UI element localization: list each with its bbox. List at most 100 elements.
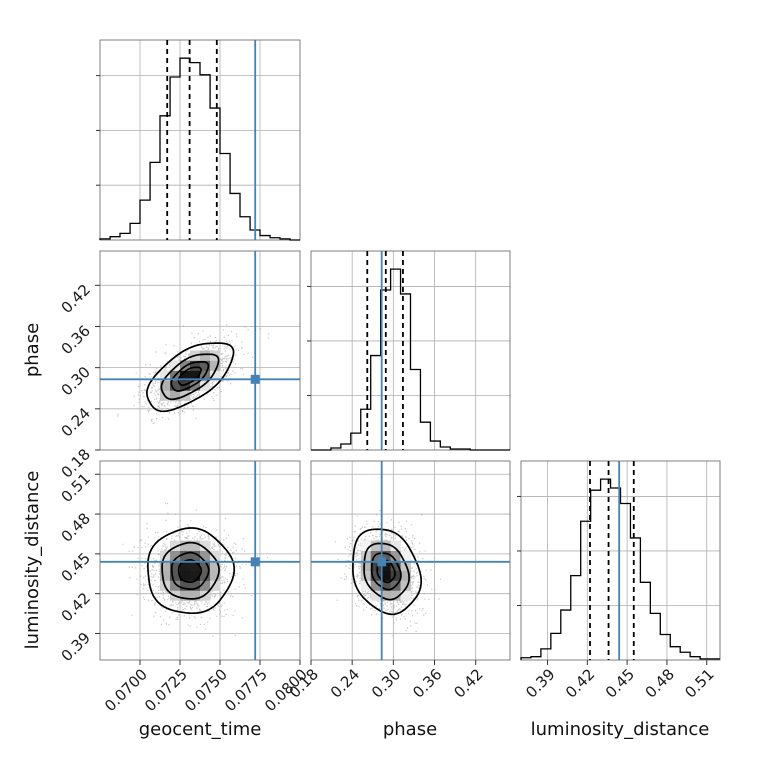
density-cell [380,580,391,591]
joint-panel-frame [99,250,301,451]
density-cell [390,550,401,561]
density-cell [210,370,221,381]
density-cell [180,570,191,581]
density-cell [190,580,201,591]
density-cell [400,550,411,561]
phase-x-axis-label: phase [383,719,437,740]
density-cell [210,550,221,561]
y-tick-label: 0.30 [58,363,94,399]
density-cell [180,370,191,381]
x-tick-label: 0.0775 [221,665,271,715]
x-tick-label: 0.45 [602,665,638,701]
density-cell [200,540,211,551]
density-cell [380,550,391,561]
density-cell [400,590,411,601]
density-cell [170,380,181,391]
contour-line [363,542,410,601]
histogram-luminosity_distance [517,460,721,661]
density-cell [390,570,401,581]
density-cell [380,590,391,601]
y-tick-label: 0.45 [58,549,94,585]
histogram-geocent_time [96,39,301,241]
density-cell [170,560,181,571]
density-cell [400,580,411,591]
density-cell [160,560,171,571]
density-cell [180,580,191,591]
x-tick-label: 0.51 [681,665,717,701]
density-cell [370,590,382,601]
density-cell [210,360,221,371]
density-cell [200,570,211,581]
density-cell [200,350,211,361]
density-cell [170,580,181,591]
density-cell [160,570,171,581]
histogram-panel-frame [310,250,511,451]
density-cell [380,540,391,551]
density-cell [360,540,372,551]
density-cell [400,570,411,581]
density-cell [190,570,201,581]
density-cell [390,540,401,551]
density-cell [380,570,391,581]
joint-panel-frame [99,460,301,661]
truth-marker [377,557,387,567]
joint-geocent_time-luminosity_distance [99,460,301,661]
x-tick-label: 0.42 [450,665,486,701]
density-cell [160,380,171,391]
density-cell [370,570,382,581]
density-cell [190,360,201,371]
x-tick-label: 0.24 [327,665,363,701]
density-cell [200,550,211,561]
density-cell [370,540,382,551]
x-tick-label: 0.42 [562,665,598,701]
truth-marker [250,557,260,567]
x-tick-label: 0.0700 [101,665,151,715]
x-tick-label: 0.39 [522,665,558,701]
density-cell [200,360,211,371]
luminosity-distance-x-axis-label: luminosity_distance [531,719,710,740]
y-tick-label: 0.36 [58,322,94,358]
density-cell [170,550,181,561]
density-cell [370,560,382,571]
contour-line [146,342,235,413]
x-tick-label: 0.48 [642,665,678,701]
contour-line [376,559,396,584]
density-cell [200,380,211,391]
histogram-phase [307,250,511,451]
density-cell [210,570,221,581]
x-tick-label: 0.30 [368,665,404,701]
histogram-panel-frame [520,460,721,661]
y-tick-label: 0.39 [58,629,94,665]
contour-line [161,541,220,600]
density-cell [390,560,401,571]
density-cell [160,370,171,381]
density-cells [160,540,221,601]
density-cell [180,560,191,571]
x-tick-label: 0.36 [409,665,445,701]
density-cell [390,590,401,601]
contour-line [170,361,210,392]
truth-marker [250,374,260,384]
density-cell [190,370,201,381]
density-cell [190,380,201,391]
density-cell [190,540,201,551]
density-cell [200,560,211,571]
phase-y-axis-label: phase [22,323,43,377]
x-tick-label: 0.0750 [181,665,231,715]
y-tick-label: 0.42 [58,281,94,317]
histogram-panel-frame [99,39,301,241]
histogram-step [520,478,720,660]
density-cell [180,540,191,551]
density-cell [170,360,181,371]
density-cell [190,550,201,561]
density-cell [360,570,372,581]
contour-line [370,552,402,591]
geocent-time-axis-label: geocent_time [139,719,262,740]
density-cell [190,560,201,571]
density-cell [170,390,181,401]
density-cell [180,590,191,601]
density-cell [210,580,221,591]
density-cell [360,580,372,591]
joint-geocent_time-phase [99,250,301,451]
